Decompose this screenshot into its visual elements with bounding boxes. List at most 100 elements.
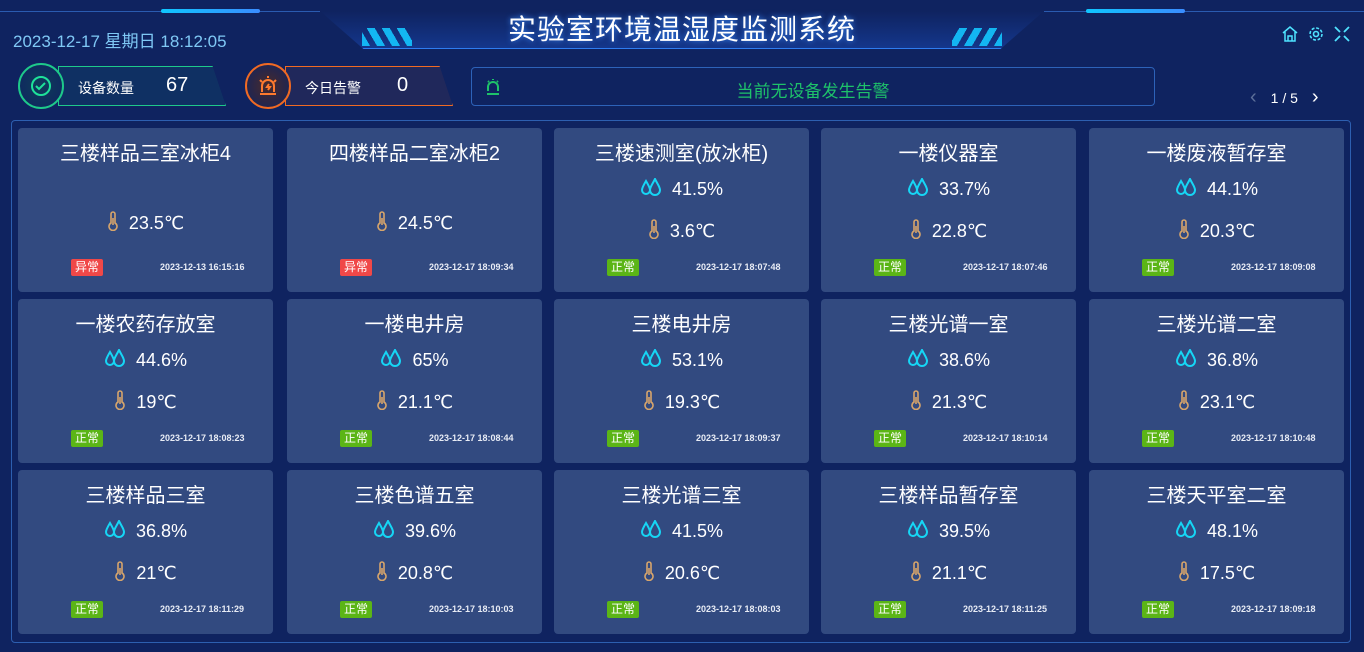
- thermometer-icon: [114, 390, 126, 415]
- status-badge: 正常: [71, 601, 104, 618]
- temperature-value: 23.1℃: [1199, 392, 1256, 412]
- device-card[interactable]: 四楼样品二室冰柜2 24.5℃ 异常 2023-12-17 18:09:34: [287, 128, 542, 292]
- humidity-value: 41.5%: [671, 521, 724, 541]
- datetime: 2023-12-17 星期日 18:12:05: [13, 32, 227, 51]
- stat-value: 67: [166, 74, 189, 96]
- update-time: 2023-12-17 18:09:34: [429, 262, 514, 272]
- temperature-value: 23.5℃: [128, 213, 185, 233]
- temperature-row: 3.6℃: [554, 219, 809, 244]
- device-card[interactable]: 三楼光谱二室 36.8% 23.1℃ 正常 2023-12-17 18:10:48: [1089, 299, 1344, 463]
- thermometer-icon: [376, 390, 388, 415]
- header-tools: [1282, 26, 1350, 42]
- status-badge: 正常: [874, 430, 907, 447]
- temperature-value: 3.6℃: [669, 221, 716, 241]
- device-card[interactable]: 三楼速测室(放冰柜) 41.5% 3.6℃ 正常 2023-12-17 18:07:48: [554, 128, 809, 292]
- prev-page-button[interactable]: ‹: [1250, 86, 1257, 108]
- temperature-row: 20.6℃: [554, 561, 809, 586]
- gear-icon[interactable]: [1308, 26, 1324, 42]
- update-time: 2023-12-17 18:10:03: [429, 604, 514, 614]
- status-badge: 正常: [874, 259, 907, 276]
- device-card[interactable]: 三楼光谱三室 41.5% 20.6℃ 正常 2023-12-17 18:08:03: [554, 470, 809, 634]
- temperature-value: 24.5℃: [397, 213, 454, 233]
- device-card[interactable]: 三楼样品三室冰柜4 23.5℃ 异常 2023-12-13 16:15:16: [18, 128, 273, 292]
- temperature-row: 21.1℃: [287, 390, 542, 415]
- temperature-row: 21℃: [18, 561, 273, 586]
- humidity-icon: [104, 347, 126, 372]
- thermometer-icon: [1178, 219, 1190, 244]
- header-glow-right: [1086, 9, 1185, 13]
- update-time: 2023-12-17 18:08:23: [160, 433, 245, 443]
- thermometer-icon: [1178, 561, 1190, 586]
- status-badge: 正常: [607, 259, 640, 276]
- humidity-icon: [907, 347, 929, 372]
- next-page-button[interactable]: ›: [1311, 86, 1319, 108]
- status-badge: 正常: [607, 430, 640, 447]
- thermometer-icon: [114, 561, 126, 586]
- temperature-row: 21.1℃: [821, 561, 1076, 586]
- humidity-value: 41.5%: [671, 179, 724, 199]
- humidity-row: 48.1%: [1089, 518, 1344, 543]
- device-card[interactable]: 三楼光谱一室 38.6% 21.3℃ 正常 2023-12-17 18:10:14: [821, 299, 1076, 463]
- update-time: 2023-12-17 18:09:37: [696, 433, 781, 443]
- humidity-icon: [104, 518, 126, 543]
- update-time: 2023-12-17 18:07:48: [696, 262, 781, 272]
- humidity-value: 44.1%: [1206, 179, 1259, 199]
- update-time: 2023-12-17 18:07:46: [963, 262, 1048, 272]
- humidity-value: 65%: [412, 350, 449, 370]
- temperature-row: 19.3℃: [554, 390, 809, 415]
- temperature-value: 19℃: [136, 392, 177, 412]
- device-card[interactable]: 三楼电井房 53.1% 19.3℃ 正常 2023-12-17 18:09:37: [554, 299, 809, 463]
- alert-text: 当前无设备发生告警: [736, 82, 890, 101]
- humidity-row: 39.6%: [287, 518, 542, 543]
- status-badge: 正常: [71, 430, 104, 447]
- fullscreen-icon[interactable]: [1334, 26, 1350, 42]
- device-card[interactable]: 三楼样品三室 36.8% 21℃ 正常 2023-12-17 18:11:29: [18, 470, 273, 634]
- device-card[interactable]: 三楼样品暂存室 39.5% 21.1℃ 正常 2023-12-17 18:11:25: [821, 470, 1076, 634]
- thermometer-icon: [648, 219, 660, 244]
- humidity-value: 39.5%: [938, 521, 991, 541]
- title-stripes-left: [362, 28, 412, 46]
- temperature-value: 20.6℃: [664, 563, 721, 583]
- humidity-row: 36.8%: [18, 518, 273, 543]
- device-card[interactable]: 一楼废液暂存室 44.1% 20.3℃ 正常 2023-12-17 18:09:08: [1089, 128, 1344, 292]
- humidity-icon: [1175, 518, 1197, 543]
- device-card[interactable]: 一楼仪器室 33.7% 22.8℃ 正常 2023-12-17 18:07:46: [821, 128, 1076, 292]
- humidity-row: 33.7%: [821, 176, 1076, 201]
- device-card[interactable]: 三楼色谱五室 39.6% 20.8℃ 正常 2023-12-17 18:10:03: [287, 470, 542, 634]
- temperature-row: 23.5℃: [18, 211, 273, 236]
- title-bar: [320, 11, 1044, 49]
- humidity-icon: [907, 176, 929, 201]
- humidity-row: 41.5%: [554, 176, 809, 201]
- today-alarm-stat: 今日告警 0: [245, 63, 455, 109]
- home-icon[interactable]: [1282, 26, 1298, 42]
- update-time: 2023-12-17 18:11:29: [160, 604, 245, 614]
- humidity-value: 38.6%: [938, 350, 991, 370]
- humidity-icon: [380, 347, 402, 372]
- humidity-row: 38.6%: [821, 347, 1076, 372]
- device-name: 一楼仪器室: [898, 143, 999, 165]
- thermometer-icon: [910, 219, 922, 244]
- device-grid: [11, 120, 1351, 643]
- device-card[interactable]: 一楼农药存放室 44.6% 19℃ 正常 2023-12-17 18:08:23: [18, 299, 273, 463]
- device-name: 四楼样品二室冰柜2: [328, 143, 501, 165]
- device-name: 三楼样品三室: [85, 485, 206, 507]
- temperature-value: 17.5℃: [1199, 563, 1256, 583]
- update-time: 2023-12-17 18:10:48: [1231, 433, 1316, 443]
- device-card[interactable]: 三楼天平室二室 48.1% 17.5℃ 正常 2023-12-17 18:09:18: [1089, 470, 1344, 634]
- thermometer-icon: [376, 561, 388, 586]
- status-badge: 异常: [340, 259, 373, 276]
- stat-label: 今日告警: [305, 80, 361, 96]
- alert-banner: 当前无设备发生告警: [471, 67, 1155, 106]
- temperature-value: 21℃: [136, 563, 177, 583]
- thermometer-icon: [1178, 390, 1190, 415]
- humidity-row: 44.6%: [18, 347, 273, 372]
- device-name: 一楼电井房: [364, 314, 465, 336]
- device-name: 三楼光谱三室: [621, 485, 742, 507]
- temperature-value: 21.1℃: [397, 392, 454, 412]
- humidity-icon: [1175, 176, 1197, 201]
- temperature-value: 22.8℃: [931, 221, 988, 241]
- humidity-icon: [640, 518, 662, 543]
- device-card[interactable]: 一楼电井房 65% 21.1℃ 正常 2023-12-17 18:08:44: [287, 299, 542, 463]
- temperature-row: 21.3℃: [821, 390, 1076, 415]
- device-count-stat: 设备数量 67: [18, 63, 228, 109]
